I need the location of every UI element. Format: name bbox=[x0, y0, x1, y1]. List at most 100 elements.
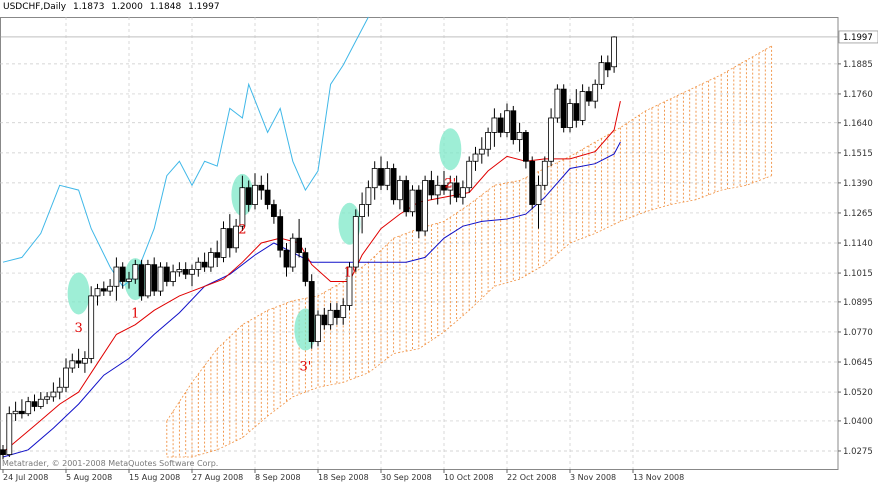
candle-bear bbox=[403, 180, 410, 213]
candle-bull bbox=[541, 160, 548, 186]
candle-bull bbox=[422, 180, 429, 232]
candle-bull bbox=[132, 264, 139, 280]
candle-bull bbox=[50, 391, 57, 398]
candle-bear bbox=[31, 401, 38, 407]
indicator-lines bbox=[2, 16, 621, 458]
cloud-span-a bbox=[166, 45, 772, 422]
pattern-highlight bbox=[439, 128, 462, 171]
price-label: 1.1760 bbox=[843, 90, 873, 100]
ohlc-open: 1.1873 bbox=[72, 2, 105, 12]
time-label: 24 Jul 2008 bbox=[3, 473, 48, 482]
candle-bull bbox=[239, 187, 246, 227]
candle-bear bbox=[604, 62, 611, 71]
candle-bear bbox=[573, 103, 580, 121]
ohlc-close: 1.1997 bbox=[188, 2, 220, 12]
price-label: 1.1515 bbox=[843, 149, 873, 159]
candle-bear bbox=[428, 180, 435, 196]
pattern-markers: 3 1 2 3' 1' 2' bbox=[74, 177, 456, 375]
candle-bull bbox=[447, 182, 454, 191]
price-label: 1.0770 bbox=[843, 328, 873, 338]
candle-bull bbox=[6, 413, 13, 455]
price-axis: 1.1885 1.1760 1.1640 1.1515 1.1390 1.1265 1.11… bbox=[838, 30, 878, 457]
candle-bear bbox=[321, 314, 328, 326]
price-label: 1.0400 bbox=[843, 417, 873, 427]
price-label: 1.1640 bbox=[843, 119, 873, 129]
pattern-label: 2' bbox=[444, 177, 456, 192]
candle-bull bbox=[548, 117, 554, 162]
candle-bull bbox=[170, 271, 177, 282]
candle-bull bbox=[25, 401, 32, 415]
candle-bull bbox=[384, 168, 391, 186]
price-label: 1.0895 bbox=[843, 298, 873, 308]
candle-bear bbox=[18, 410, 25, 415]
ohlc-high: 1.2000 bbox=[111, 2, 143, 12]
candle-bull bbox=[207, 252, 214, 268]
candle-bear bbox=[586, 91, 592, 102]
price-label: 1.0520 bbox=[843, 388, 873, 398]
pattern-highlights bbox=[67, 128, 462, 351]
candle-bull bbox=[157, 266, 164, 292]
candle-bear bbox=[0, 449, 6, 455]
candle-bear bbox=[529, 160, 536, 205]
candle-bull bbox=[126, 278, 132, 282]
candle-bear bbox=[119, 266, 126, 282]
price-label: 1.1015 bbox=[843, 269, 873, 279]
pattern-label: 3' bbox=[299, 359, 311, 374]
candle-bear bbox=[75, 360, 82, 364]
candles bbox=[0, 36, 617, 460]
ohlc-low: 1.1848 bbox=[149, 2, 182, 12]
candle-bull bbox=[195, 261, 202, 270]
candle-bear bbox=[415, 189, 422, 232]
candle-bear bbox=[163, 266, 170, 282]
plot-frame bbox=[0, 17, 839, 470]
candle-bull bbox=[189, 269, 195, 275]
candle-bull bbox=[611, 36, 617, 68]
candle-bull bbox=[478, 148, 485, 155]
candle-bull bbox=[371, 168, 378, 189]
time-label: 3 Nov 2008 bbox=[570, 473, 616, 482]
candle-bear bbox=[277, 216, 284, 251]
symbol-label: USDCHF,Daily bbox=[3, 2, 67, 12]
candle-bull bbox=[56, 386, 63, 393]
candle-bull bbox=[69, 360, 76, 369]
candle-bull bbox=[485, 132, 492, 150]
candle-bull bbox=[340, 305, 347, 318]
chikou-span-line bbox=[2, 16, 369, 288]
candle-bull bbox=[88, 295, 95, 359]
copyright-text: Metatrader, © 2001-2008 MetaQuotes Softw… bbox=[2, 459, 219, 468]
last-price-box bbox=[838, 30, 878, 44]
candle-bear bbox=[270, 204, 277, 217]
candle-bull bbox=[409, 189, 416, 213]
time-label: 15 Aug 2008 bbox=[129, 473, 180, 482]
pattern-highlight bbox=[67, 272, 90, 315]
candle-bear bbox=[560, 88, 567, 128]
candle-bull bbox=[434, 184, 441, 196]
candle-bear bbox=[333, 309, 340, 318]
chart-header: USDCHF,Daily 1.1873 1.2000 1.1848 1.1997 bbox=[3, 2, 224, 12]
price-label: 1.1885 bbox=[843, 60, 873, 70]
candle-bull bbox=[94, 288, 101, 297]
candle-bull bbox=[113, 266, 120, 287]
candle-bull bbox=[491, 117, 498, 133]
candle-bull bbox=[352, 216, 359, 268]
time-label: 18 Sep 2008 bbox=[318, 473, 369, 482]
candle-bull bbox=[466, 160, 473, 189]
candle-bull bbox=[567, 103, 573, 128]
time-label: 8 Sep 2008 bbox=[255, 473, 301, 482]
candle-bull bbox=[346, 266, 353, 306]
candle-bear bbox=[283, 249, 290, 268]
candle-bear bbox=[510, 110, 517, 141]
candle-bull bbox=[459, 187, 466, 198]
candle-bull bbox=[315, 314, 321, 342]
candle-bear bbox=[245, 187, 252, 205]
candle-bear bbox=[296, 237, 303, 254]
candle-bear bbox=[453, 182, 460, 198]
candle-bull bbox=[365, 187, 372, 205]
candle-bear bbox=[214, 252, 221, 258]
candle-bull bbox=[63, 367, 69, 388]
candle-bear bbox=[378, 168, 384, 186]
time-label: 10 Oct 2008 bbox=[444, 473, 493, 482]
candle-bull bbox=[504, 110, 510, 133]
price-label: 1.0275 bbox=[843, 447, 873, 457]
